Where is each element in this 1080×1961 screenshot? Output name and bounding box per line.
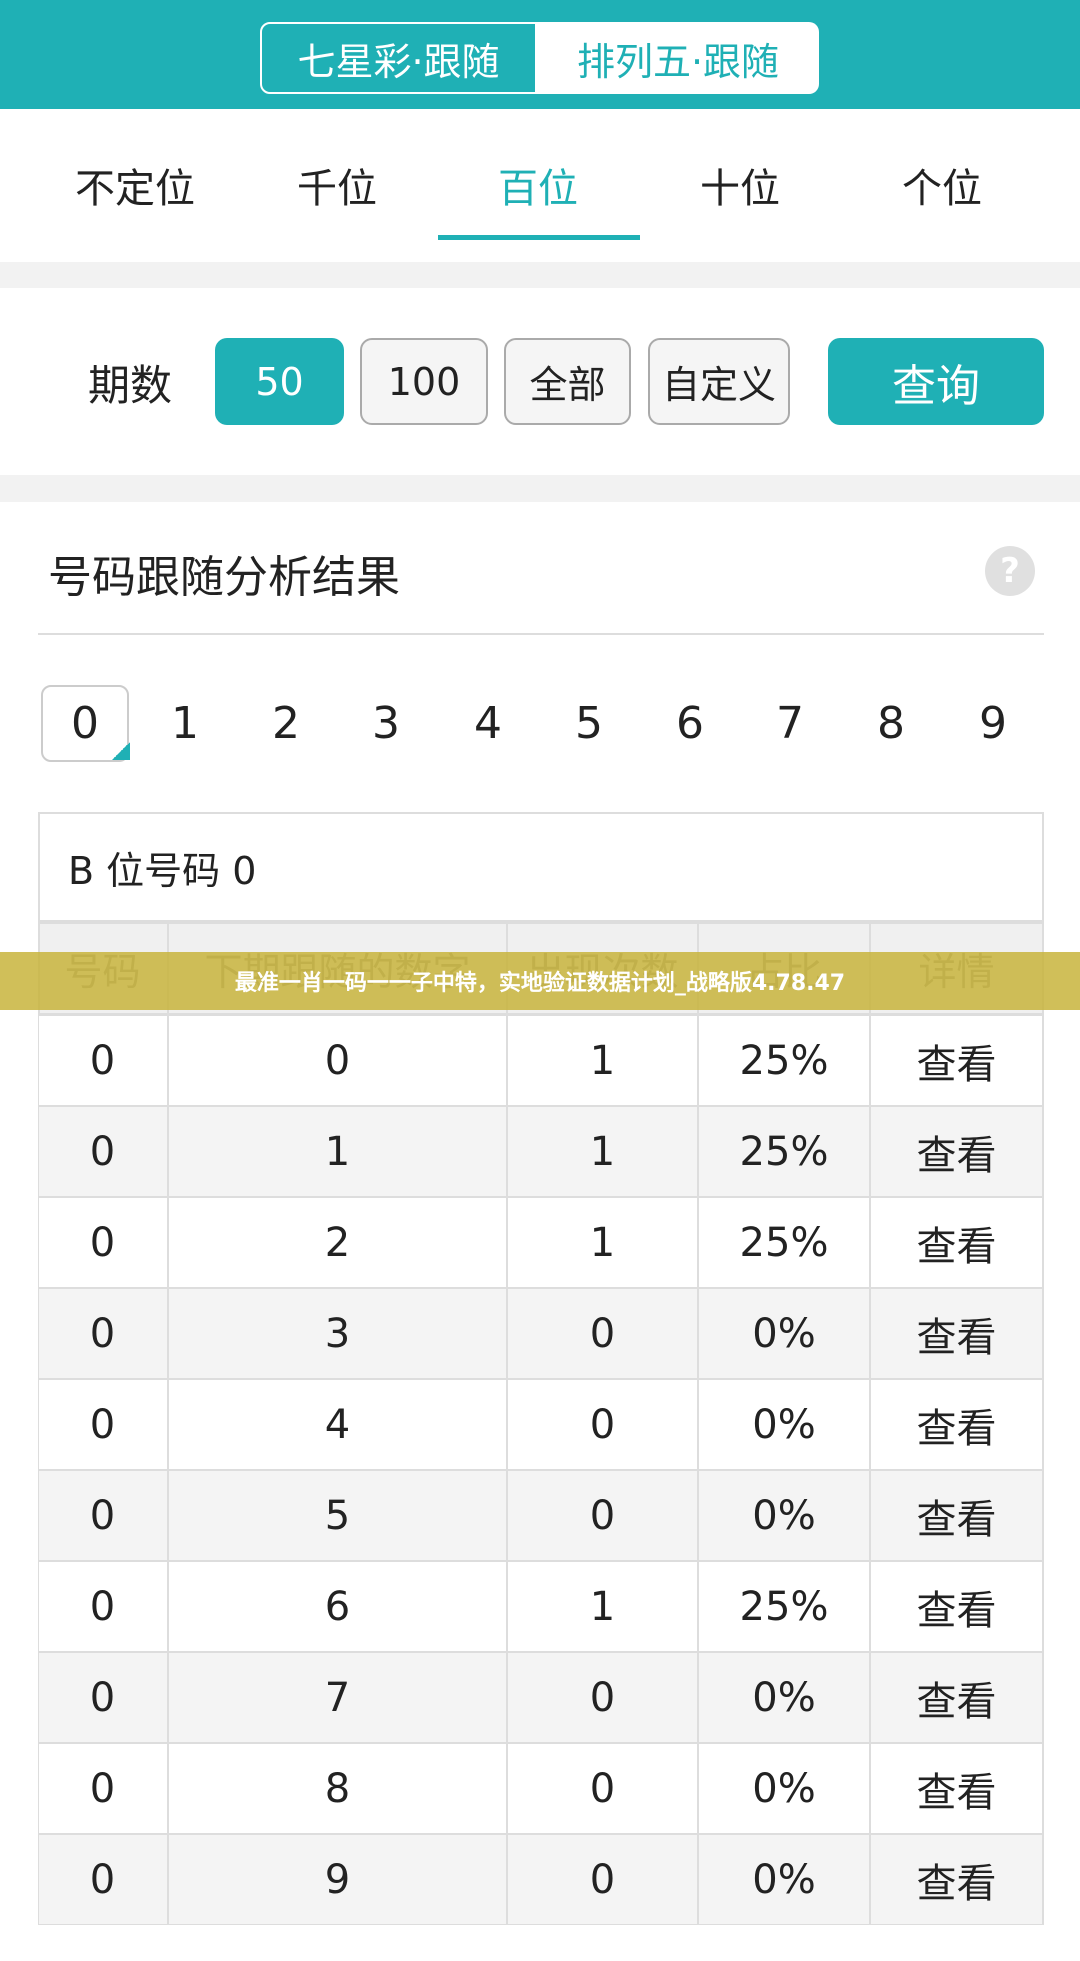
table-cell: 0: [38, 1470, 169, 1561]
position-tab[interactable]: 百位: [498, 166, 578, 212]
section-title: 号码跟随分析结果: [48, 551, 400, 603]
table-cell: 0: [508, 1834, 699, 1925]
digit-option[interactable]: 3: [372, 698, 400, 749]
table-cell: 0: [169, 1015, 508, 1106]
digit-option[interactable]: 1: [171, 698, 199, 749]
table-row: [38, 1652, 1044, 1743]
table-cell: 2: [169, 1197, 508, 1288]
position-tab[interactable]: 个位: [902, 166, 982, 212]
digit-option[interactable]: 6: [676, 698, 704, 749]
digit-option[interactable]: 7: [776, 698, 804, 749]
table-cell: 0: [38, 1743, 169, 1834]
view-link[interactable]: 查看: [871, 1470, 1044, 1561]
table-cell: 1: [508, 1106, 699, 1197]
table-row: [38, 1015, 1044, 1106]
position-tab[interactable]: 不定位: [75, 166, 195, 212]
table-cell: 5: [169, 1470, 508, 1561]
table-cell: 4: [169, 1379, 508, 1470]
digit-option[interactable]: 2: [272, 698, 300, 749]
table-row: [38, 1470, 1044, 1561]
table-cell: 0: [38, 1834, 169, 1925]
separator: [0, 262, 1080, 288]
table-cell: 0%: [699, 1834, 871, 1925]
table-cell: 7: [169, 1652, 508, 1743]
table-cell: 0: [38, 1561, 169, 1652]
tab-underline: [438, 235, 640, 240]
view-link[interactable]: 查看: [871, 1106, 1044, 1197]
digit-option[interactable]: 4: [474, 698, 502, 749]
table-cell: 0%: [699, 1288, 871, 1379]
banner: 最准一肖一码一一子中特，实地验证数据计划_战略版4.78.47: [0, 952, 1080, 1010]
period-option[interactable]: 100: [360, 338, 488, 425]
table-cell: 0%: [699, 1379, 871, 1470]
period-label: 期数: [87, 361, 172, 410]
view-link[interactable]: 查看: [871, 1561, 1044, 1652]
view-link[interactable]: 查看: [871, 1288, 1044, 1379]
table-cell: 0: [38, 1197, 169, 1288]
table-cell: 3: [169, 1288, 508, 1379]
view-link[interactable]: 查看: [871, 1834, 1044, 1925]
table-row: [38, 1834, 1044, 1925]
help-icon[interactable]: ?: [985, 546, 1035, 596]
table-cell: 1: [508, 1561, 699, 1652]
segment-tab[interactable]: 七星彩·跟随: [260, 22, 537, 94]
table-cell: 0: [38, 1106, 169, 1197]
query-button[interactable]: 查询: [828, 338, 1044, 425]
view-link[interactable]: 查看: [871, 1652, 1044, 1743]
table-cell: 0: [508, 1288, 699, 1379]
table-row: [38, 1379, 1044, 1470]
table-cell: 25%: [699, 1015, 871, 1106]
view-link[interactable]: 查看: [871, 1379, 1044, 1470]
table-cell: 0: [508, 1470, 699, 1561]
table-cell: 0: [38, 1379, 169, 1470]
table-cell: 0: [508, 1652, 699, 1743]
table-cell: 0: [508, 1379, 699, 1470]
period-option[interactable]: 50: [215, 338, 344, 425]
period-option[interactable]: 全部: [504, 338, 631, 425]
segment-tab[interactable]: 排列五·跟随: [537, 22, 819, 94]
table-cell: 1: [169, 1106, 508, 1197]
period-option[interactable]: 自定义: [648, 338, 790, 425]
table-row: [38, 1288, 1044, 1379]
table-row: [38, 1197, 1044, 1288]
position-tab[interactable]: 千位: [297, 166, 377, 212]
table-cell: 25%: [699, 1561, 871, 1652]
digit-option[interactable]: 9: [979, 698, 1007, 749]
digit-option[interactable]: 5: [575, 698, 603, 749]
view-link[interactable]: 查看: [871, 1015, 1044, 1106]
table-cell: 9: [169, 1834, 508, 1925]
divider: [38, 633, 1044, 635]
table-row: [38, 1106, 1044, 1197]
table-row: [38, 1743, 1044, 1834]
table-cell: 0: [38, 1288, 169, 1379]
table-cell: 1: [508, 1015, 699, 1106]
table-cell: 6: [169, 1561, 508, 1652]
position-tab[interactable]: 十位: [700, 166, 780, 212]
table-cell: 25%: [699, 1197, 871, 1288]
check-mark: [112, 742, 130, 760]
table-cell: 0%: [699, 1470, 871, 1561]
digit-option[interactable]: 8: [877, 698, 905, 749]
view-link[interactable]: 查看: [871, 1197, 1044, 1288]
table-row: [38, 1561, 1044, 1652]
table-cell: 8: [169, 1743, 508, 1834]
view-link[interactable]: 查看: [871, 1743, 1044, 1834]
table-cell: 25%: [699, 1106, 871, 1197]
table-cell: 0: [38, 1652, 169, 1743]
table-caption: B 位号码 0: [38, 812, 1044, 922]
table-cell: 0%: [699, 1743, 871, 1834]
table-cell: 0%: [699, 1652, 871, 1743]
separator: [0, 475, 1080, 502]
digit-option[interactable]: 0: [41, 685, 129, 762]
table-cell: 0: [508, 1743, 699, 1834]
table-cell: 1: [508, 1197, 699, 1288]
table-cell: 0: [38, 1015, 169, 1106]
